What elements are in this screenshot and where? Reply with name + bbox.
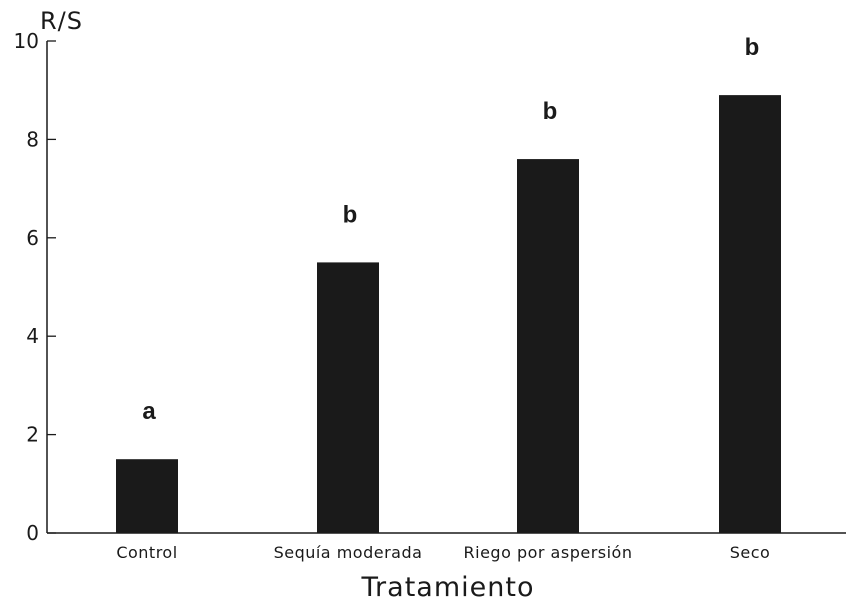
significance-label: b	[343, 201, 358, 228]
y-tick-label: 2	[26, 423, 39, 447]
x-axis-title: Tratamiento	[361, 572, 535, 603]
bar	[317, 262, 379, 533]
y-tick-label: 6	[26, 226, 39, 250]
category-label: Riego por aspersión	[464, 543, 633, 562]
category-labels: Control Sequía moderada Riego por aspersió…	[116, 543, 771, 562]
y-axis-title: R/S	[40, 7, 83, 35]
y-tick-label: 4	[26, 324, 39, 348]
category-label: Sequía moderada	[274, 543, 423, 562]
y-tick-label: 0	[26, 521, 39, 545]
category-label: Seco	[730, 543, 771, 562]
bar	[116, 459, 178, 533]
y-tick-label: 10	[14, 29, 39, 53]
significance-label: b	[543, 98, 558, 125]
category-label: Control	[116, 543, 177, 562]
bars: a b b b	[116, 34, 781, 534]
bar	[719, 95, 781, 534]
significance-label: b	[745, 34, 760, 61]
y-ticks: 0 2 4 6 8 10	[14, 29, 56, 545]
y-tick-label: 8	[26, 127, 39, 151]
bar	[517, 159, 579, 533]
significance-label: a	[142, 398, 156, 425]
